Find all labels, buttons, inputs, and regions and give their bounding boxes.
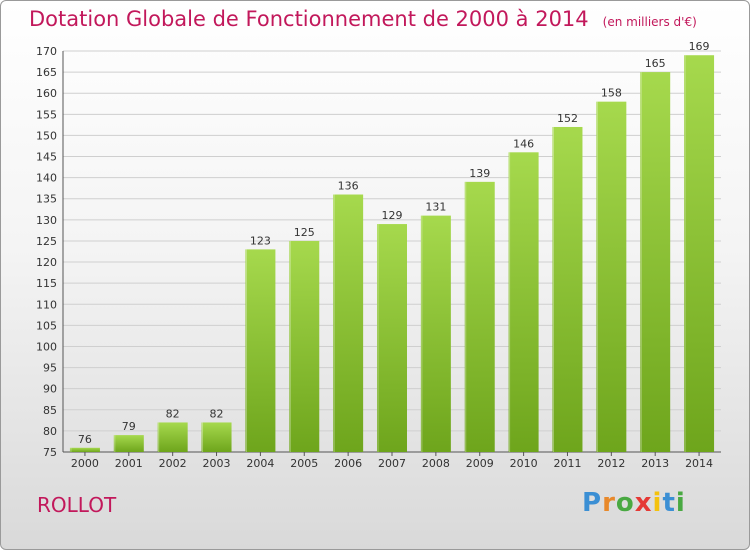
y-tick-label: 80 [43, 425, 57, 438]
bar-value-label: 158 [601, 87, 622, 100]
x-tick-label: 2007 [378, 457, 406, 470]
x-tick-label: 2013 [641, 457, 669, 470]
y-tick-label: 150 [36, 129, 57, 142]
bar [596, 101, 627, 452]
logo-letter: P [582, 488, 603, 518]
bar-value-label: 129 [382, 209, 403, 222]
bar-value-label: 165 [645, 57, 666, 70]
bar [377, 224, 407, 452]
bar [640, 72, 671, 453]
bar [245, 249, 276, 452]
y-tick-label: 140 [36, 172, 57, 185]
bar-value-label: 82 [210, 407, 224, 420]
y-tick-label: 95 [43, 362, 57, 375]
x-tick-label: 2003 [203, 457, 231, 470]
y-tick-label: 115 [36, 277, 57, 290]
x-tick-label: 2006 [334, 457, 362, 470]
x-tick-label: 2011 [553, 457, 581, 470]
y-tick-label: 90 [43, 383, 57, 396]
bar [69, 447, 100, 452]
logo-letter: x [634, 488, 653, 518]
y-tick-label: 75 [43, 446, 57, 459]
bar [552, 126, 583, 453]
x-tick-label: 2010 [510, 457, 538, 470]
y-tick-label: 100 [36, 340, 57, 353]
y-tick-label: 170 [36, 45, 57, 58]
y-tick-label: 130 [36, 214, 57, 227]
y-tick-label: 145 [36, 151, 57, 164]
bar-value-label: 136 [338, 180, 359, 193]
x-tick-label: 2004 [246, 457, 274, 470]
x-tick-label: 2012 [597, 457, 625, 470]
y-tick-label: 135 [36, 193, 57, 206]
y-tick-label: 165 [36, 66, 57, 79]
bar [289, 240, 320, 452]
y-tick-label: 155 [36, 108, 57, 121]
bar [157, 422, 188, 452]
bar-value-label: 146 [513, 137, 534, 150]
logo-letter: i [652, 488, 663, 518]
y-tick-label: 120 [36, 256, 57, 269]
logo-letter: o [615, 488, 635, 518]
chart-title-text: Dotation Globale de Fonctionnement de 20… [29, 7, 589, 31]
bar-value-label: 169 [689, 40, 710, 53]
bar [333, 194, 364, 452]
bar [508, 152, 539, 452]
y-tick-label: 85 [43, 404, 57, 417]
y-tick-label: 160 [36, 87, 57, 100]
bar-value-label: 125 [294, 226, 315, 239]
chart-title: Dotation Globale de Fonctionnement de 20… [29, 7, 697, 31]
x-tick-label: 2008 [422, 457, 450, 470]
bar [464, 181, 495, 452]
bar [201, 422, 232, 452]
x-axis: 2000 2001 2002 2003 2004 2005 2006 2007 2008 2009… [71, 452, 713, 470]
x-tick-label: 2000 [71, 457, 99, 470]
bar-value-label: 79 [122, 420, 136, 433]
bars: 76 79 82 82 123 125 136 129 131 139 146 152 158 165 16… [69, 40, 715, 453]
logo-letter: r [602, 488, 616, 518]
bar [420, 215, 451, 452]
bar-value-label: 131 [425, 201, 446, 214]
x-tick-label: 2001 [115, 457, 143, 470]
bar [113, 435, 144, 452]
y-tick-label: 125 [36, 235, 57, 248]
commune-name: ROLLOT [37, 493, 117, 517]
proxiti-logo[interactable]: Proxiti [582, 488, 686, 518]
bar-value-label: 76 [78, 433, 92, 446]
y-tick-label: 110 [36, 298, 57, 311]
bar-value-label: 139 [469, 167, 490, 180]
x-tick-label: 2002 [159, 457, 187, 470]
x-tick-label: 2005 [290, 457, 318, 470]
bar-value-label: 123 [250, 234, 271, 247]
logo-letter: t [662, 488, 676, 518]
chart-unit-text: (en milliers d'€) [602, 15, 697, 29]
bar-value-label: 152 [557, 112, 578, 125]
x-tick-label: 2014 [685, 457, 713, 470]
bar [684, 55, 715, 452]
x-tick-label: 2009 [466, 457, 494, 470]
y-tick-label: 105 [36, 319, 57, 332]
logo-letter: i [675, 488, 686, 518]
bar-value-label: 82 [166, 407, 180, 420]
